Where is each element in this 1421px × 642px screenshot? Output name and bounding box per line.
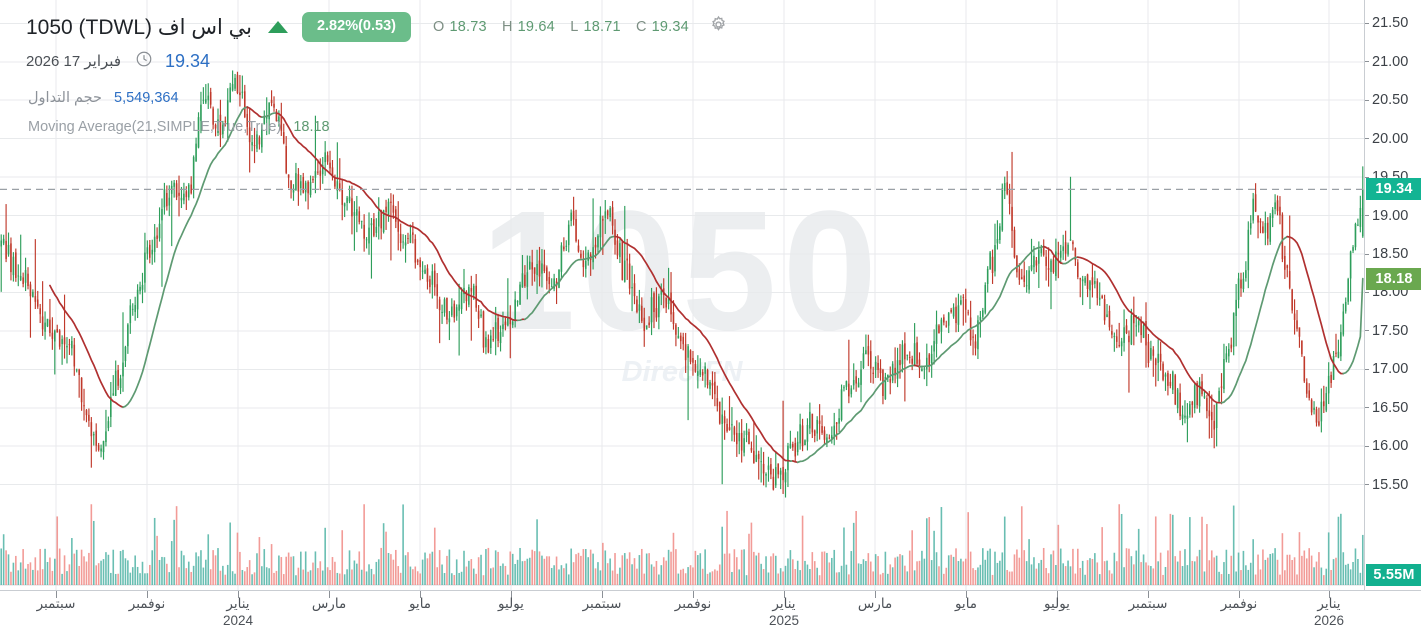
date-axis-label: مايو — [409, 595, 431, 612]
tick-mark-icon — [1365, 445, 1369, 447]
date-axis-month: يوليو — [498, 596, 524, 611]
price-axis[interactable]: 21.50 21.00 20.50 20.00 19.50 19.00 18.50 18.00… — [1364, 0, 1421, 590]
price-axis-tick: 21.50 — [1365, 14, 1421, 32]
date-axis-label: يناير 2025 — [769, 595, 799, 629]
date-axis-month: مايو — [954, 596, 978, 611]
volume-axis-badge[interactable]: 5.55M — [1366, 564, 1421, 586]
chart-plot-area[interactable]: 1050 DirectFN — [0, 0, 1364, 590]
price-axis-tick-label: 20.00 — [1372, 130, 1409, 147]
date-axis-tick-mark — [420, 591, 421, 598]
date-axis-month: يناير — [772, 596, 796, 611]
tick-mark-icon — [1365, 484, 1369, 486]
price-axis-tick-label: 17.50 — [1372, 322, 1409, 339]
date-axis-tick-mark — [1329, 591, 1330, 598]
price-axis-tick-label: 17.00 — [1372, 361, 1409, 378]
date-axis-month: نوفمبر — [1220, 596, 1258, 611]
price-axis-tick-label: 18.50 — [1372, 246, 1409, 262]
date-axis-year: 2026 — [1313, 613, 1345, 628]
date-axis-label: سبتمبر — [1129, 595, 1168, 612]
ma-axis-badge[interactable]: 18.18 — [1366, 267, 1421, 290]
price-axis-tick: 16.00 — [1365, 437, 1421, 455]
date-axis-month: سبتمبر — [582, 596, 622, 611]
date-axis-label: يناير 2026 — [1314, 595, 1344, 629]
tick-mark-icon — [1365, 215, 1369, 217]
price-axis-tick-label: 21.50 — [1372, 15, 1409, 32]
date-axis-label: سبتمبر — [37, 595, 76, 612]
date-axis[interactable]: سبتمبر نوفمبر يناير 2024 مارس مايو يوليو سبتمبر… — [0, 590, 1421, 642]
date-axis-label: نوفمبر — [1221, 595, 1258, 612]
price-axis-tick: 18.50 — [1365, 245, 1421, 263]
date-axis-label: مايو — [955, 595, 977, 612]
price-axis-tick: 20.50 — [1365, 91, 1421, 109]
tick-mark-icon — [1365, 99, 1369, 101]
date-axis-label: مارس — [858, 595, 892, 612]
tick-mark-icon — [1365, 291, 1369, 293]
tick-mark-icon — [1365, 22, 1369, 24]
date-axis-month: يناير — [1317, 596, 1341, 611]
price-axis-badge[interactable]: 19.34 — [1366, 178, 1421, 201]
candlestick-series — [0, 70, 1364, 585]
price-axis-tick-label: 21.00 — [1372, 53, 1409, 70]
tick-mark-icon — [1365, 176, 1369, 178]
price-axis-tick: 21.00 — [1365, 53, 1421, 71]
tick-mark-icon — [1365, 253, 1369, 255]
date-axis-month: مايو — [408, 596, 432, 611]
price-axis-tick-label: 16.50 — [1372, 399, 1409, 416]
date-axis-year: 2025 — [768, 613, 800, 628]
date-axis-tick-mark — [147, 591, 148, 598]
date-axis-month: نوفمبر — [674, 596, 712, 611]
date-axis-month: يوليو — [1044, 596, 1070, 611]
price-axis-tick-label: 16.00 — [1372, 438, 1409, 455]
tick-mark-icon — [1365, 407, 1369, 409]
date-axis-year: 2024 — [222, 613, 254, 628]
date-axis-tick-mark — [1239, 591, 1240, 598]
date-axis-tick-mark — [1148, 591, 1149, 598]
date-axis-tick-mark — [56, 591, 57, 598]
tick-mark-icon — [1365, 138, 1369, 140]
date-axis-month: سبتمبر — [36, 596, 76, 611]
date-axis-month: مارس — [857, 596, 893, 611]
price-axis-tick: 17.50 — [1365, 322, 1421, 340]
price-axis-tick: 20.00 — [1365, 130, 1421, 148]
chart-overlays — [0, 106, 1364, 464]
date-axis-tick-mark — [602, 591, 603, 598]
price-axis-tick: 15.50 — [1365, 476, 1421, 494]
tick-mark-icon — [1365, 368, 1369, 370]
date-axis-tick-mark — [329, 591, 330, 598]
date-axis-label: مارس — [312, 595, 346, 612]
date-axis-tick-mark — [966, 591, 967, 598]
date-axis-month: سبتمبر — [1128, 596, 1168, 611]
date-axis-label: يناير 2024 — [223, 595, 253, 629]
date-axis-label: نوفمبر — [129, 595, 166, 612]
tick-mark-icon — [1365, 330, 1369, 332]
date-axis-label: سبتمبر — [583, 595, 622, 612]
price-axis-tick-label: 19.00 — [1372, 207, 1409, 224]
date-axis-tick-mark — [238, 591, 239, 598]
date-axis-month: يناير — [226, 596, 250, 611]
date-axis-label: يوليو — [1044, 595, 1070, 612]
date-axis-tick-mark — [1057, 591, 1058, 598]
price-axis-tick-label: 15.50 — [1372, 476, 1409, 493]
date-axis-month: نوفمبر — [128, 596, 166, 611]
chart-gridlines — [0, 0, 1364, 590]
date-axis-label: يوليو — [498, 595, 524, 612]
price-axis-tick: 16.50 — [1365, 399, 1421, 417]
tick-mark-icon — [1365, 61, 1369, 63]
date-axis-tick-mark — [784, 591, 785, 598]
date-axis-tick-mark — [511, 591, 512, 598]
date-axis-tick-mark — [693, 591, 694, 598]
date-axis-label: نوفمبر — [675, 595, 712, 612]
price-axis-tick-label: 20.50 — [1372, 92, 1409, 109]
price-axis-tick: 19.00 — [1365, 207, 1421, 225]
date-axis-month: مارس — [311, 596, 347, 611]
price-axis-tick: 17.00 — [1365, 360, 1421, 378]
date-axis-tick-mark — [875, 591, 876, 598]
